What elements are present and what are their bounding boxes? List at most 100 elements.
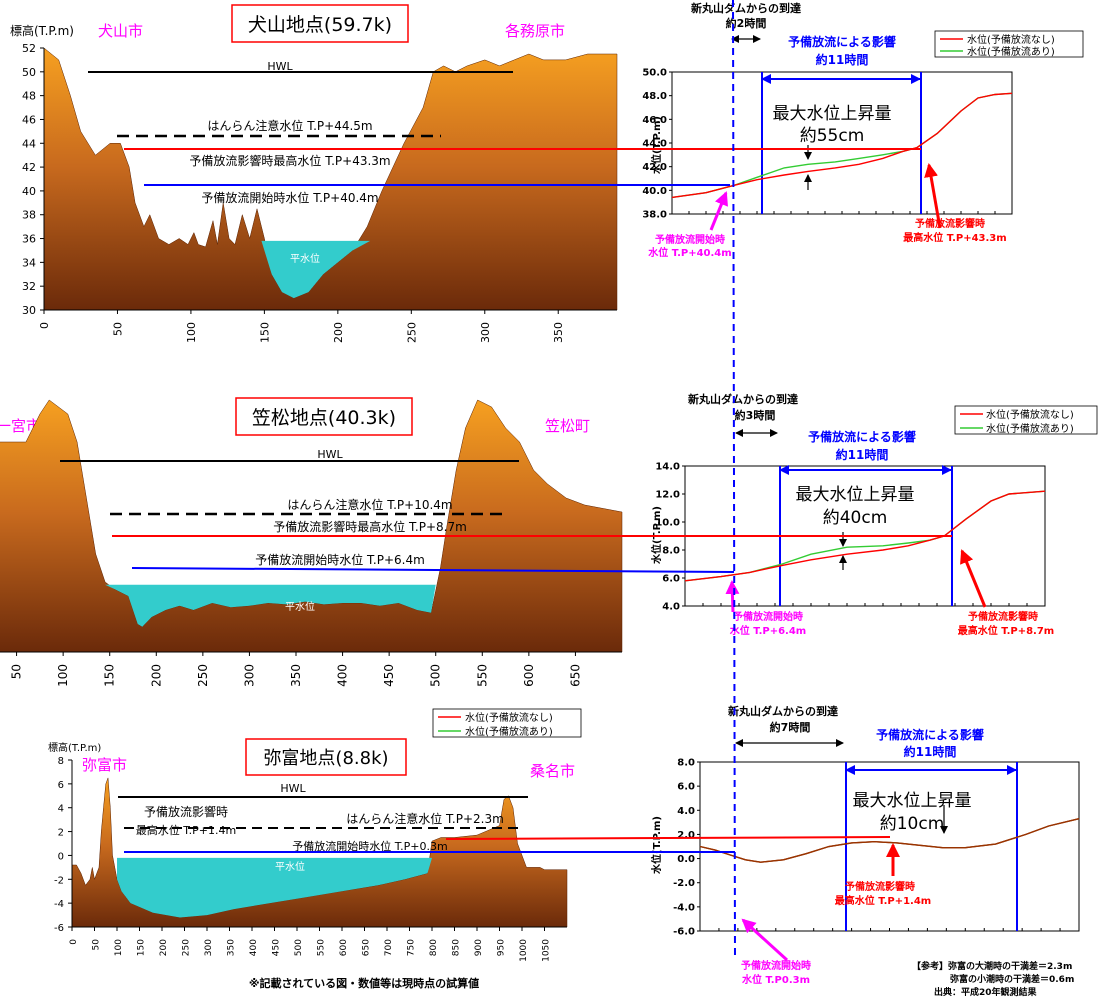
x-tick-label: 200 xyxy=(332,322,345,343)
city-label-left: 犬山市 xyxy=(98,22,143,40)
start-callout-label: 予備放流開始時 xyxy=(733,610,803,623)
x-tick-label: 50 xyxy=(10,664,24,679)
reference-line-2: 弥富の小潮時の干満差＝0.6m xyxy=(950,973,1074,985)
x-tick-label: 350 xyxy=(227,939,237,956)
x-tick-label: 0 xyxy=(69,939,79,945)
riverbed-profile xyxy=(44,48,617,310)
normal-water-label: 平水位 xyxy=(285,600,315,613)
x-tick-label: 650 xyxy=(568,664,582,687)
x-tick-label: 150 xyxy=(258,322,271,343)
y-tick-label: 38 xyxy=(22,209,36,222)
effect-label: 予備放流による影響 xyxy=(808,429,916,444)
y-tick-label: 8 xyxy=(58,756,64,767)
kasamatsu-start-connector xyxy=(132,568,734,572)
y-tick-label: -6 xyxy=(54,923,64,934)
effect-hours: 約11時間 xyxy=(816,52,869,67)
x-tick-label: 100 xyxy=(185,322,198,343)
arrival-label: 新丸山ダムからの到達 xyxy=(691,1,801,15)
reference-line-1: 【参考】弥富の大潮時の干満差＝2.3m xyxy=(912,960,1072,972)
effect-label: 予備放流による影響 xyxy=(788,34,896,49)
x-tick-label: 550 xyxy=(475,664,489,687)
x-tick-label: 400 xyxy=(249,939,259,956)
arrival-time: 約2時間 xyxy=(726,16,767,30)
x-tick-label: 250 xyxy=(182,939,192,956)
y-tick-label: 0 xyxy=(58,851,64,862)
x-tick-label: 950 xyxy=(497,939,507,956)
x-tick-label: 850 xyxy=(452,939,462,956)
arrival-label: 新丸山ダムからの到達 xyxy=(688,392,798,406)
legend-label-with: 水位(予備放流あり) xyxy=(967,45,1055,58)
peak-callout-label: 予備放流影響時 xyxy=(968,610,1038,623)
peak-level-label: 予備放流影響時最高水位 T.P+8.7m xyxy=(273,519,467,534)
kasamatsu-water-level-chart: 4.06.08.010.012.014.0 水位(T.P.m) 水位(予備放流な… xyxy=(650,392,1097,637)
x-tick-label: 600 xyxy=(522,664,536,687)
y-tick-label: 46 xyxy=(22,113,36,126)
y-axis-title: 水位(T.P.m) xyxy=(650,116,663,175)
y-tick-label: -4.0 xyxy=(673,902,695,913)
x-tick-label: 250 xyxy=(196,664,210,687)
arrival-label: 新丸山ダムからの到達 xyxy=(728,704,838,718)
y-tick-label: -6.0 xyxy=(673,927,695,938)
x-tick-label: 700 xyxy=(384,939,394,956)
y-tick-label: 36 xyxy=(22,233,36,246)
x-tick-label: 800 xyxy=(429,939,439,956)
max-rise-value: 約10cm xyxy=(880,814,945,834)
y-tick-label: 40 xyxy=(22,185,36,198)
x-tick-label: 300 xyxy=(242,664,256,687)
y-tick-label: 48 xyxy=(22,90,36,103)
start-callout-label: 予備放流開始時 xyxy=(741,959,811,972)
inuyama-water-level-chart: 38.0 40.0 42.0 44.0 46.0 48.0 50.0 水位(T.P.m) 水… xyxy=(642,1,1083,259)
y-tick-label: -4 xyxy=(54,899,64,910)
y-tick-label: 32 xyxy=(22,280,36,293)
peak-callout-value: 最高水位 T.P+43.3m xyxy=(903,231,1006,244)
x-tick-label: 150 xyxy=(137,939,147,956)
city-label-left: 弥富市 xyxy=(82,756,127,774)
caution-level-label: はんらん注意水位 T.P+2.3m xyxy=(346,811,504,826)
max-rise-value: 約55cm xyxy=(800,126,865,146)
x-tick-label: 300 xyxy=(204,939,214,956)
start-callout-label: 予備放流開始時 xyxy=(655,233,725,246)
city-label-right: 各務原市 xyxy=(505,22,565,40)
start-level-label: 予備放流開始時水位 T.P+6.4m xyxy=(255,552,425,567)
x-tick-label: 100 xyxy=(114,939,124,956)
x-tick-label: 50 xyxy=(92,939,102,951)
start-callout-value: 水位 T.P0.3m xyxy=(741,973,810,986)
peak-callout-label: 予備放流影響時 xyxy=(845,880,915,893)
legend-label-none: 水位(予備放流なし) xyxy=(986,408,1074,421)
x-tick-label: 350 xyxy=(552,322,565,343)
y-tick-label: 30 xyxy=(22,304,36,317)
city-label-right: 桑名市 xyxy=(530,762,575,780)
caution-level-label: はんらん注意水位 T.P+44.5m xyxy=(207,118,372,133)
x-tick-label: 400 xyxy=(336,664,350,687)
legend-label-with: 水位(予備放流あり) xyxy=(986,422,1074,435)
city-label-right: 笠松町 xyxy=(545,417,590,435)
y-tick-label: 6 xyxy=(58,780,64,791)
x-tick-label: 150 xyxy=(103,664,117,687)
arrival-time: 約7時間 xyxy=(770,720,811,734)
max-rise-label: 最大水位上昇量 xyxy=(796,485,915,505)
start-callout-value: 水位 T.P+40.4m xyxy=(647,246,731,259)
y-axis-title: 水位(T.P.m) xyxy=(650,816,663,875)
caution-level-label: はんらん注意水位 T.P+10.4m xyxy=(287,497,452,512)
x-tick-label: 1000 xyxy=(519,939,529,962)
x-tick-label: 450 xyxy=(272,939,282,956)
peak-level-label: 予備放流影響時最高水位 T.P+43.3m xyxy=(189,153,390,168)
kasamatsu-cross-section: 一宮市 笠松町 笠松地点(40.3k) 平水位 HWL はんらん注意水位 T.P… xyxy=(0,398,622,687)
elevation-axis-title: 標高(T.P.m) xyxy=(10,23,74,38)
y-tick-label: 40.0 xyxy=(642,186,667,197)
x-tick-label: 0 xyxy=(38,322,51,329)
station-title: 犬山地点(59.7k) xyxy=(248,14,392,36)
kasamatsu-axes: 50 100 150 200 250 300 350 400 450 500 550 600 650 xyxy=(0,652,622,687)
peak-callout-label: 予備放流影響時 xyxy=(915,217,985,230)
normal-water-label: 平水位 xyxy=(290,252,320,265)
x-tick-label: 350 xyxy=(289,664,303,687)
y-tick-label: 8.0 xyxy=(677,758,695,769)
x-tick-label: 750 xyxy=(407,939,417,956)
x-tick-label: 50 xyxy=(111,322,124,336)
x-tick-label: 200 xyxy=(159,939,169,956)
peak-level-label: 予備放流影響時 xyxy=(144,804,228,819)
y-tick-label: 38.0 xyxy=(642,210,667,221)
x-tick-label: 300 xyxy=(479,322,492,343)
start-level-label: 予備放流開始時水位 T.P+40.4m xyxy=(201,190,378,205)
x-tick-label: 650 xyxy=(362,939,372,956)
